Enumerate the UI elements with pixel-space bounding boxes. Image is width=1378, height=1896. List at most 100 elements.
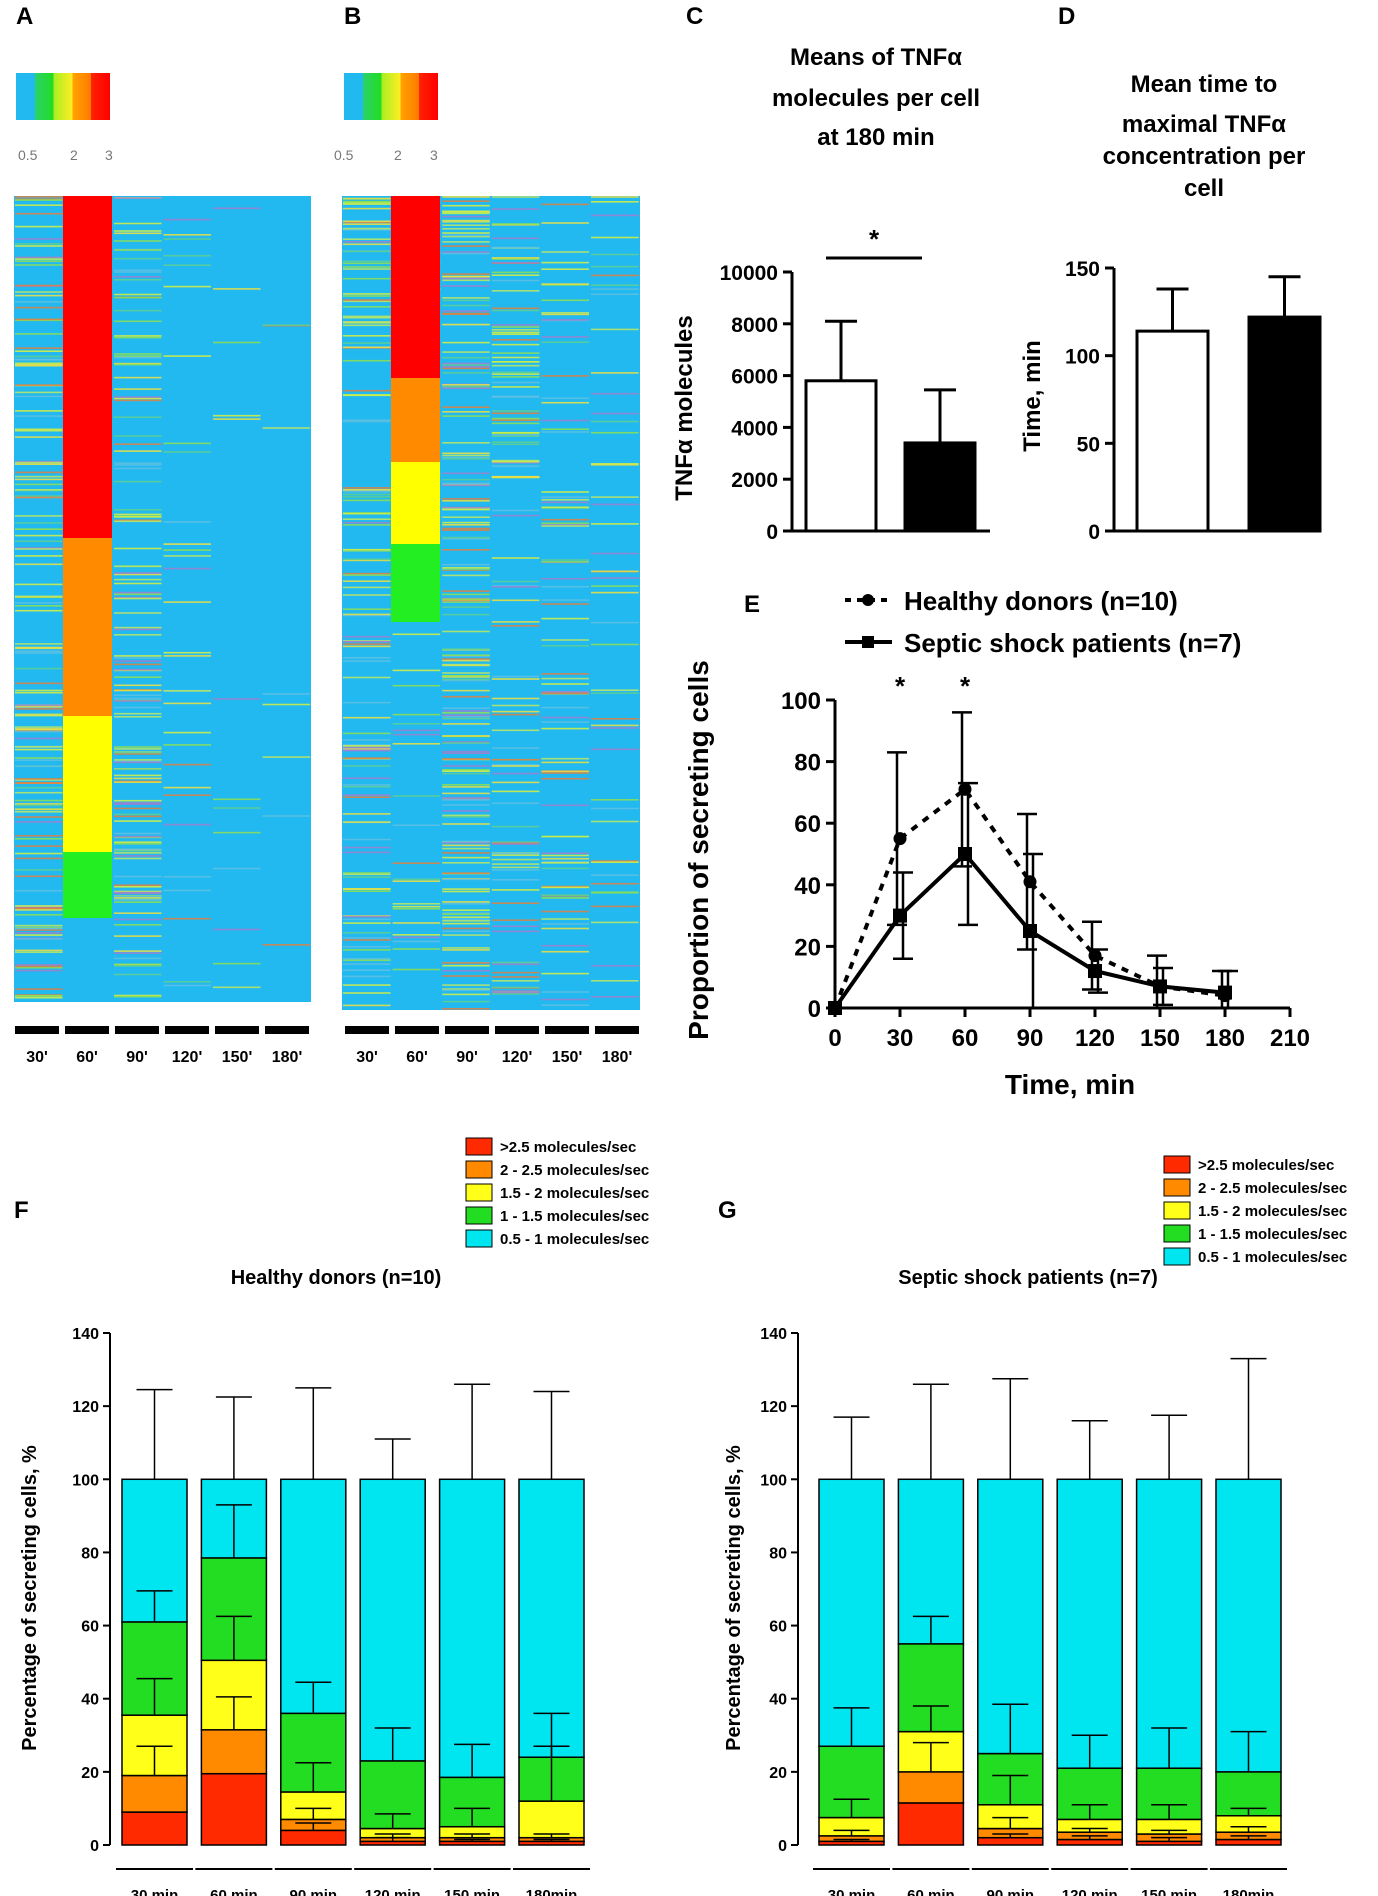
heatmap-b-time-bar — [345, 1026, 389, 1034]
chart-e-point-septic — [1218, 985, 1232, 1000]
heatmap-a-streak — [15, 478, 63, 481]
heatmap-b-streak — [491, 271, 540, 274]
heatmap-b-streak — [442, 498, 490, 500]
heatmap-b-time-bar — [545, 1026, 589, 1034]
heatmap-b-streak — [343, 937, 391, 939]
heatmap-b-streak — [343, 524, 391, 526]
chart-g-ytick-label: 20 — [769, 1765, 787, 1782]
chart-f-category-label: 180min — [526, 1887, 578, 1896]
heatmap-a-streak — [114, 628, 162, 631]
heatmap-a-streak — [163, 984, 211, 987]
heatmap-a-streak — [15, 595, 63, 598]
heatmap-b-streak — [442, 714, 490, 717]
heatmap-b-streak — [541, 524, 589, 526]
heatmap-b-streak — [591, 293, 639, 296]
heatmap-b-streak — [491, 356, 540, 359]
heatmap-b-streak — [442, 232, 490, 234]
heatmap-a-streak — [114, 416, 162, 418]
heatmap-b-streak — [491, 279, 540, 282]
chart-g-category-label: 90 min — [987, 1887, 1035, 1896]
heatmap-a-streak — [15, 428, 63, 431]
chart-g-bar-segment — [1135, 1478, 1203, 1769]
heatmap-a-streak — [262, 693, 310, 695]
heatmap-b-streak — [442, 234, 490, 237]
heatmap-b-streak — [442, 341, 490, 344]
heatmap-b-streak — [442, 890, 490, 893]
heatmap-a-streak — [15, 284, 63, 287]
chart-e-xtick-label: 180 — [1205, 1025, 1245, 1052]
heatmap-a-streak — [15, 966, 63, 969]
heatmap-a-streak — [15, 934, 63, 936]
heatmap-b-streak — [491, 514, 540, 517]
heatmap-a-streak — [15, 869, 63, 871]
chart-c-ytick-label: 4000 — [731, 417, 778, 440]
heatmap-b-streak — [343, 765, 391, 767]
heatmap-b-streak — [442, 792, 490, 795]
heatmap-b-streak — [491, 586, 540, 588]
heatmap-a-streak — [15, 779, 63, 781]
heatmap-a-streak — [114, 657, 162, 659]
heatmap-a-streak — [114, 467, 162, 470]
legend-g-label-0: >2.5 molecules/sec — [1198, 1157, 1334, 1174]
heatmap-b-streak — [491, 765, 540, 767]
heatmap-a-streak — [15, 778, 63, 780]
heatmap-b-streak — [442, 364, 490, 366]
chart-g-bar-segment — [1215, 1478, 1282, 1773]
heatmap-b-streak — [541, 401, 589, 404]
chart-f-ytick-label: 0 — [90, 1838, 99, 1855]
heatmap-a-streak — [114, 694, 162, 697]
heatmap-b-streak — [591, 420, 639, 423]
heatmap-b-streak — [343, 250, 391, 253]
heatmap-b-streak — [591, 689, 639, 691]
heatmap-b-streak — [392, 948, 441, 950]
heatmap-a-streak — [114, 353, 162, 355]
heatmap-b-streak — [442, 878, 490, 881]
heatmap-b-streak — [343, 359, 391, 362]
heatmap-a-streak — [114, 269, 162, 272]
heatmap-a-streak — [15, 909, 63, 911]
chart-c-ytick-label: 0 — [766, 521, 778, 544]
heatmap-b-streak — [591, 412, 639, 415]
heatmap-a-streak — [163, 264, 211, 266]
heatmap-b-streak — [343, 295, 391, 297]
heatmap-a-streak — [114, 890, 162, 893]
heatmap-a-streak — [15, 759, 63, 761]
chart-e-point-healthy — [958, 782, 972, 796]
heatmap-a-streak — [15, 907, 63, 910]
heatmap-a-streak — [15, 730, 63, 733]
heatmap-a-streak — [15, 384, 63, 386]
heatmap-b-streak — [541, 268, 589, 270]
heatmap-b-streak — [491, 431, 540, 434]
chart-e-xtick-label: 0 — [828, 1025, 841, 1052]
heatmap-a-streak — [114, 689, 162, 692]
heatmap-b-streak — [442, 275, 490, 278]
heatmap-a-streak — [114, 578, 162, 581]
heatmap-b-streak — [442, 442, 490, 444]
chart-e-xtick-label: 210 — [1270, 1025, 1310, 1052]
heatmap-a-streak — [114, 700, 162, 702]
heatmap-b-streak — [491, 361, 540, 363]
heatmap-b-streak — [491, 879, 540, 881]
heatmap-b-streak — [442, 506, 490, 509]
chart-g-ytick-label: 40 — [769, 1692, 787, 1709]
chart-e-xtick-label: 120 — [1075, 1025, 1115, 1052]
heatmap-b-streak — [591, 503, 639, 506]
heatmap-b-streak — [541, 284, 589, 286]
heatmap-b-streak — [343, 640, 391, 643]
heatmap-a-streak — [114, 965, 162, 967]
heatmap-b-streak — [442, 712, 490, 714]
heatmap-a-streak — [15, 256, 63, 259]
heatmap-b-streak — [491, 980, 540, 982]
panel-label-b: B — [344, 3, 361, 30]
heatmap-b-streak — [491, 410, 540, 412]
chart-c-ylabel: TNFα molecules — [671, 315, 698, 500]
heatmap-a-streak — [114, 935, 162, 937]
chart-f-category-label: 60 min — [210, 1887, 258, 1896]
heatmap-b-streak — [541, 777, 589, 780]
heatmap-a-streak — [262, 703, 310, 706]
heatmap-b-streak — [343, 701, 391, 704]
heatmap-b-streak — [343, 946, 391, 948]
heatmap-b-streak — [442, 769, 490, 771]
heatmap-b-streak — [491, 237, 540, 240]
chart-c-bar — [804, 379, 878, 533]
